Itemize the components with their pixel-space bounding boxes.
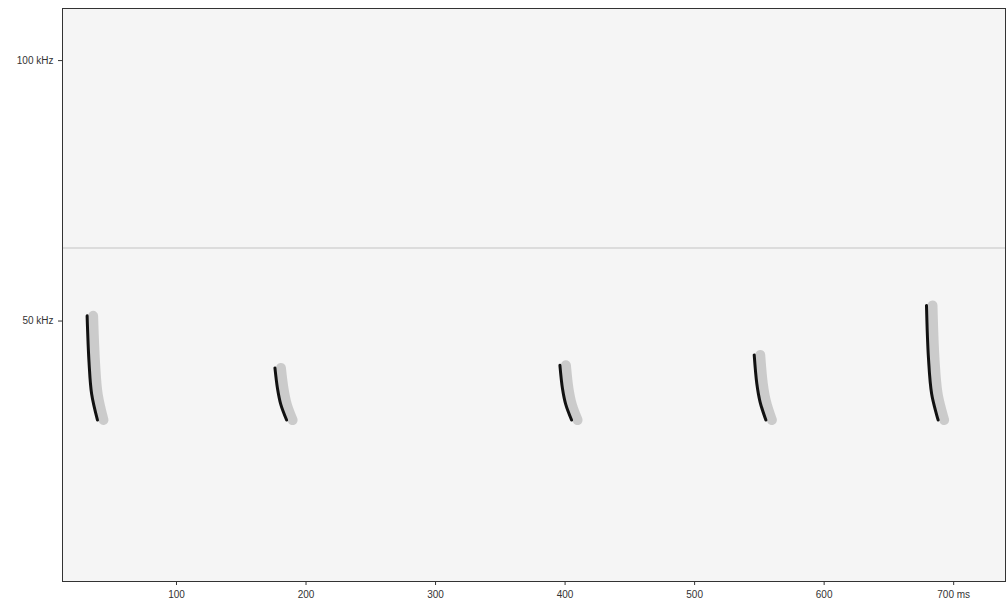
svg-text:500: 500 — [686, 589, 703, 600]
svg-text:100 kHz: 100 kHz — [17, 55, 54, 66]
svg-text:200: 200 — [298, 589, 315, 600]
svg-text:50 kHz: 50 kHz — [22, 315, 53, 326]
svg-text:400: 400 — [557, 589, 574, 600]
svg-text:700 ms: 700 ms — [937, 589, 970, 600]
svg-text:600: 600 — [816, 589, 833, 600]
svg-text:300: 300 — [427, 589, 444, 600]
svg-text:100: 100 — [168, 589, 185, 600]
